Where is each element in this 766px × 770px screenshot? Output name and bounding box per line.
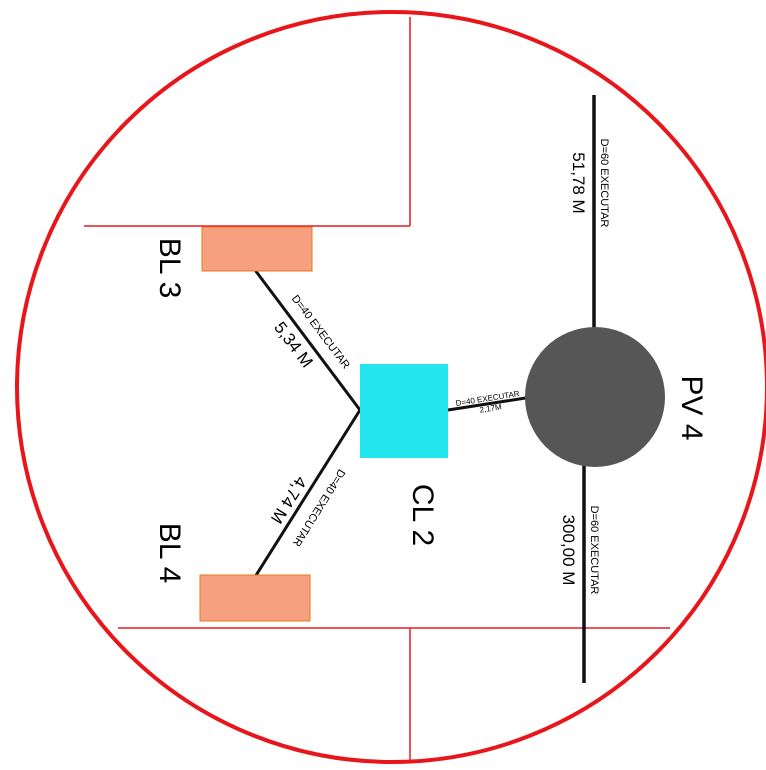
boundary-circle (15, 10, 766, 764)
pipe-top-spec: D=60 EXECUTAR (598, 139, 610, 228)
cl-box (360, 364, 448, 458)
pipe-cl-pv-length: 2,17M (479, 402, 503, 414)
bl4-box (199, 574, 311, 622)
pipe-bl3-cl (253, 269, 362, 411)
property-lines (84, 17, 670, 760)
pipe-cl-pv (447, 395, 533, 412)
pipe-top-length: 51,78 M (569, 152, 588, 213)
pv-label: PV 4 (675, 375, 708, 440)
bl4-label: BL 4 (153, 523, 186, 584)
cl-label: CL 2 (406, 484, 439, 546)
pv-manhole (525, 327, 665, 467)
bl3-box (201, 226, 313, 272)
pipe-bl4-cl (253, 409, 362, 578)
pipe-bottom-spec: D=60 EXECUTAR (588, 506, 600, 595)
pipes (253, 95, 596, 683)
pipe-bottom-length: 300,00 M (559, 515, 578, 586)
bl3-label: BL 3 (153, 238, 186, 299)
